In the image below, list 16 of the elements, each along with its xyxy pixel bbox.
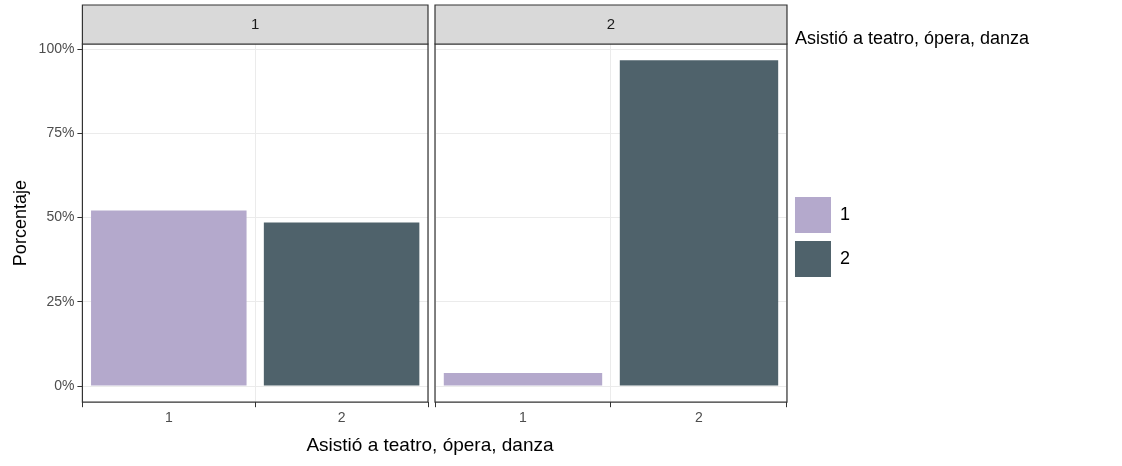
- y-tick-label: 50%: [46, 208, 75, 225]
- x-tick-label: 1: [164, 409, 173, 426]
- legend-label: 1: [839, 203, 850, 224]
- x-tick-label: 1: [519, 409, 528, 426]
- legend-label: 2: [839, 247, 850, 268]
- y-tick-label: 75%: [46, 124, 75, 141]
- x-tick-label: 2: [337, 409, 346, 426]
- y-tick-label: 25%: [46, 292, 75, 309]
- y-tick-label: 100%: [38, 39, 75, 56]
- chart-title: 2: [606, 14, 616, 32]
- chart-title: 1: [251, 14, 260, 32]
- x-tick-label: 2: [695, 409, 704, 426]
- legend-title: Asistió a teatro, ópera, danza: [794, 27, 1031, 48]
- y-axis-title: Porcentaje: [9, 180, 30, 267]
- x-axis-title: Asistió a teatro, ópera, danza: [305, 434, 555, 456]
- y-tick-label: 0%: [54, 376, 75, 393]
